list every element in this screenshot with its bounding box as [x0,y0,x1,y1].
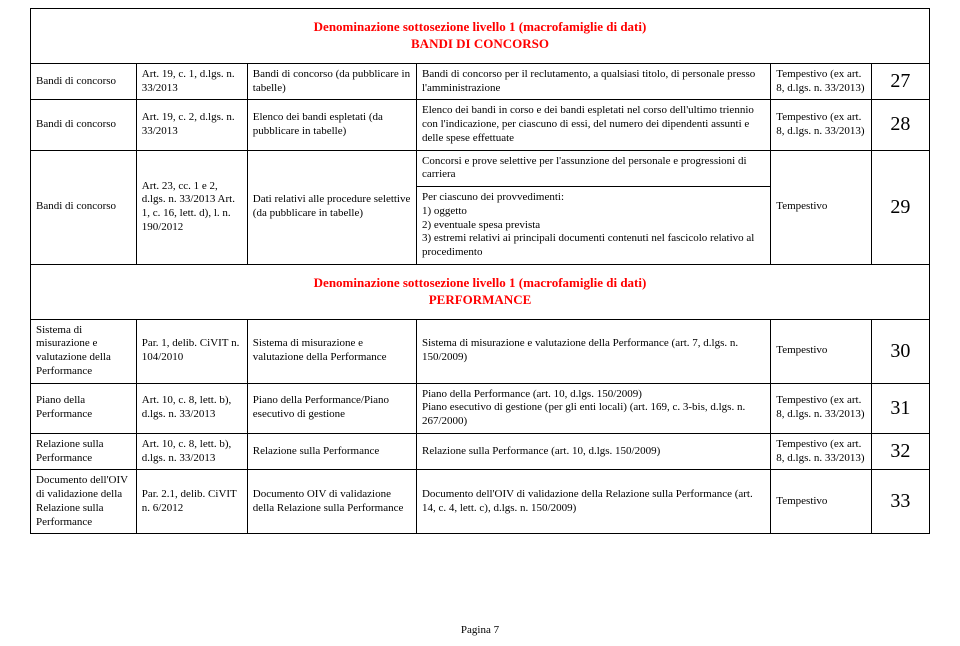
cell: Bandi di concorso per il reclutamento, a… [416,63,770,100]
cell-num: 28 [871,100,929,150]
section1-title-l2: BANDI DI CONCORSO [36,36,924,53]
cell: Documento OIV di validazione della Relaz… [247,470,416,534]
cell: Tempestivo [771,319,871,383]
cell: Per ciascuno dei provvedimenti: 1) ogget… [416,187,770,265]
cell: Piano della Performance (art. 10, d.lgs.… [416,383,770,433]
cell: Documento dell'OIV di validazione della … [31,470,137,534]
table-row-merge-top: Bandi di concorso Art. 23, cc. 1 e 2, d.… [31,150,930,187]
cell: Documento dell'OIV di validazione della … [416,470,770,534]
cell: Bandi di concorso (da pubblicare in tabe… [247,63,416,100]
cell: Sistema di misurazione e valutazione del… [31,319,137,383]
cell: Elenco dei bandi in corso e dei bandi es… [416,100,770,150]
section2-title-l2: PERFORMANCE [36,292,924,309]
table-row: Sistema di misurazione e valutazione del… [31,319,930,383]
table-row: Documento dell'OIV di validazione della … [31,470,930,534]
cell-num: 33 [871,470,929,534]
cell-num: 32 [871,433,929,470]
section1-table: Denominazione sottosezione livello 1 (ma… [30,8,930,265]
cell: Art. 19, c. 1, d.lgs. n. 33/2013 [136,63,247,100]
table-row: Relazione sulla Performance Art. 10, c. … [31,433,930,470]
cell: Par. 2.1, delib. CiVIT n. 6/2012 [136,470,247,534]
cell: Tempestivo (ex art. 8, d.lgs. n. 33/2013… [771,63,871,100]
cell: Elenco dei bandi espletati (da pubblicar… [247,100,416,150]
cell-num: 30 [871,319,929,383]
cell: Bandi di concorso [31,150,137,264]
cell: Relazione sulla Performance [247,433,416,470]
cell: Piano della Performance [31,383,137,433]
cell: Concorsi e prove selettive per l'assunzi… [416,150,770,187]
cell: Art. 10, c. 8, lett. b), d.lgs. n. 33/20… [136,383,247,433]
page-number: Pagina 7 [0,624,960,636]
cell: Tempestivo (ex art. 8, d.lgs. n. 33/2013… [771,383,871,433]
cell: Par. 1, delib. CiVIT n. 104/2010 [136,319,247,383]
cell: Relazione sulla Performance (art. 10, d.… [416,433,770,470]
cell-num: 31 [871,383,929,433]
cell: Tempestivo (ex art. 8, d.lgs. n. 33/2013… [771,433,871,470]
cell: Bandi di concorso [31,100,137,150]
cell: Art. 19, c. 2, d.lgs. n. 33/2013 [136,100,247,150]
cell-num: 27 [871,63,929,100]
table-row: Piano della Performance Art. 10, c. 8, l… [31,383,930,433]
cell: Tempestivo (ex art. 8, d.lgs. n. 33/2013… [771,100,871,150]
cell: Art. 10, c. 8, lett. b), d.lgs. n. 33/20… [136,433,247,470]
section2-table: Denominazione sottosezione livello 1 (ma… [30,265,930,535]
cell: Sistema di misurazione e valutazione del… [416,319,770,383]
section2-title-l1: Denominazione sottosezione livello 1 (ma… [36,275,924,292]
cell-num: 29 [871,150,929,264]
cell: Art. 23, cc. 1 e 2, d.lgs. n. 33/2013 Ar… [136,150,247,264]
cell: Relazione sulla Performance [31,433,137,470]
cell: Tempestivo [771,150,871,264]
table-row: Bandi di concorso Art. 19, c. 1, d.lgs. … [31,63,930,100]
cell: Sistema di misurazione e valutazione del… [247,319,416,383]
table-row: Bandi di concorso Art. 19, c. 2, d.lgs. … [31,100,930,150]
section1-header: Denominazione sottosezione livello 1 (ma… [31,9,930,64]
cell: Tempestivo [771,470,871,534]
cell: Piano della Performance/Piano esecutivo … [247,383,416,433]
section2-header: Denominazione sottosezione livello 1 (ma… [31,265,930,319]
cell: Bandi di concorso [31,63,137,100]
cell: Dati relativi alle procedure selettive (… [247,150,416,264]
section1-title-l1: Denominazione sottosezione livello 1 (ma… [36,19,924,36]
